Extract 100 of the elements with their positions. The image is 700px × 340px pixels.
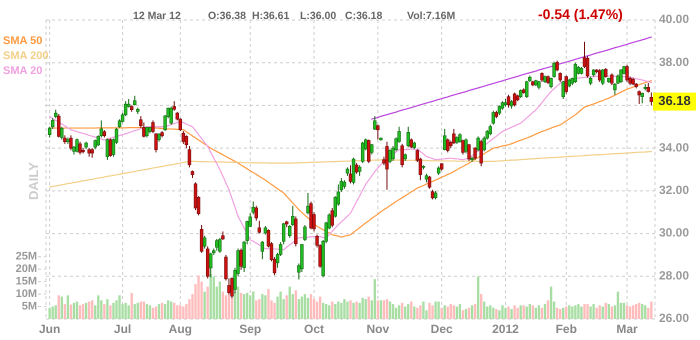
bar [331, 302, 334, 319]
x-tick-label: 2012 [492, 322, 520, 336]
bar [328, 305, 330, 319]
bar [456, 306, 458, 319]
text: SMA 50 [3, 35, 42, 47]
bar [534, 308, 538, 319]
candlestick [540, 72, 544, 82]
bar [568, 305, 570, 319]
annotation: -0.54 (1.47%) [538, 6, 623, 22]
bar [404, 306, 406, 319]
candlestick [385, 141, 389, 190]
candlestick [260, 240, 264, 260]
bar [361, 298, 364, 319]
bar [368, 296, 370, 319]
candlestick [306, 192, 310, 215]
bar [334, 304, 336, 319]
bar [240, 292, 242, 319]
bar [146, 304, 148, 319]
candlestick [638, 90, 641, 104]
candlestick [443, 128, 446, 151]
y2-tick-label: 20M [16, 263, 37, 276]
candlestick [619, 68, 623, 84]
candlestick [60, 126, 64, 140]
bar [519, 305, 522, 319]
y-tick-label: 30.00 [659, 226, 690, 240]
candlestick [650, 92, 654, 106]
bar [550, 286, 552, 319]
candlestick [492, 110, 496, 126]
x-tick-label: Feb [556, 322, 577, 336]
y2-tick-label: 10M [16, 288, 37, 300]
bar [140, 302, 142, 319]
candlestick [57, 113, 60, 138]
bar [136, 302, 139, 319]
bar [279, 292, 282, 319]
annotation: L:36.00 [300, 10, 336, 22]
candlestick [488, 124, 492, 136]
candlestick [446, 138, 450, 153]
bar [650, 302, 653, 319]
y-tick-label: 32.00 [659, 183, 690, 198]
candlestick [452, 128, 456, 144]
bar [440, 308, 443, 319]
bar [304, 294, 306, 319]
bar [532, 305, 534, 319]
bar [616, 292, 620, 319]
candlestick [258, 220, 262, 234]
bar [516, 308, 519, 319]
candlestick [601, 68, 604, 86]
bar [58, 295, 60, 319]
bar [264, 295, 267, 319]
bar [437, 302, 440, 319]
bar [82, 304, 84, 319]
bar [124, 302, 127, 319]
candlestick [94, 139, 97, 150]
candlestick [200, 224, 204, 254]
bar [589, 306, 592, 319]
bar [644, 305, 646, 319]
candlestick [352, 157, 356, 185]
bar [325, 304, 328, 319]
bar [134, 304, 136, 319]
bar [261, 294, 264, 319]
candlestick [172, 100, 176, 112]
bar [91, 300, 94, 319]
bar [343, 299, 346, 319]
candlestick [479, 139, 483, 167]
bar [176, 305, 178, 319]
bar [628, 306, 632, 319]
y2-tick-label: 15M [16, 276, 37, 288]
x-tick-label: Mar [616, 322, 638, 336]
bar [382, 300, 386, 319]
bar [54, 305, 57, 319]
bar [444, 305, 446, 319]
x-tick-label: Nov [366, 322, 390, 336]
bar [562, 308, 564, 319]
candlestick [254, 205, 258, 222]
x-tick-label: Jun [38, 322, 60, 336]
bar [480, 294, 482, 319]
bar [380, 300, 382, 319]
bar [212, 276, 215, 319]
bar [434, 302, 437, 319]
candlestick [461, 139, 465, 156]
candlestick [202, 235, 206, 250]
bar [103, 304, 106, 319]
bar [604, 302, 607, 319]
bar [595, 308, 598, 319]
text: SMA 200 [3, 50, 48, 62]
candlestick [512, 92, 516, 107]
bar [210, 274, 212, 319]
bar [249, 295, 252, 319]
annotation: C:36.18 [345, 10, 383, 22]
bar [84, 302, 88, 319]
bar [602, 306, 604, 319]
bar [182, 306, 185, 319]
bar [148, 305, 152, 319]
bar [376, 300, 380, 319]
candlestick [610, 72, 614, 86]
bar [142, 302, 146, 319]
bar [258, 299, 261, 319]
bar [60, 296, 63, 319]
bar [224, 295, 228, 319]
x-tick-label: Sep [239, 322, 262, 336]
